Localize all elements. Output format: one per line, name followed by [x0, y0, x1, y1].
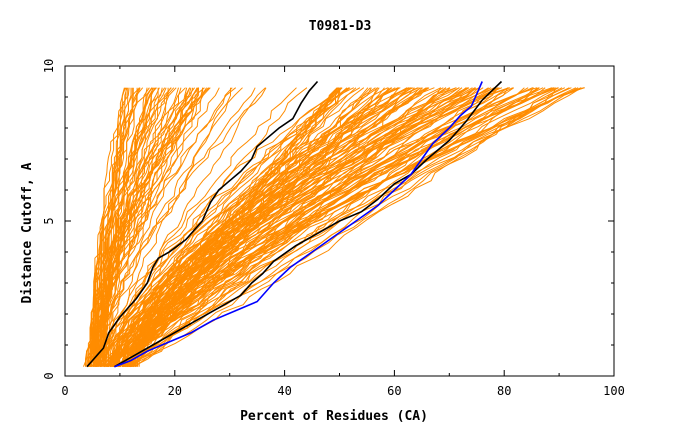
model-curve [113, 87, 566, 368]
x-axis-label: Percent of Residues (CA) [240, 409, 428, 424]
model-curve [96, 87, 256, 367]
y-tick-label: 5 [42, 217, 56, 224]
y-tick-label: 0 [42, 372, 56, 379]
x-tick-label: 100 [603, 384, 625, 398]
highlighted-series-line [114, 81, 483, 368]
model-curve [108, 87, 343, 367]
model-curve [114, 87, 380, 367]
model-curve [97, 87, 267, 367]
y-axis-ticks: 0 5 10 [42, 59, 614, 380]
model-curve [95, 87, 157, 367]
x-tick-label: 0 [61, 384, 68, 398]
background-curves [83, 87, 586, 368]
model-curve [116, 87, 410, 367]
model-curve [113, 87, 389, 367]
model-curve [130, 87, 500, 367]
y-axis-label: Distance Cutoff, A [20, 162, 35, 303]
model-curve [99, 87, 435, 367]
x-tick-label: 20 [168, 384, 182, 398]
model-curve [124, 87, 473, 367]
highlighted-series-line [86, 80, 319, 368]
model-curve [101, 87, 233, 367]
x-tick-label: 40 [277, 384, 291, 398]
y-tick-label: 10 [42, 59, 56, 73]
model-curve [102, 87, 220, 367]
x-axis-ticks: 0 20 40 60 80 100 [61, 66, 625, 398]
model-curve [136, 87, 409, 367]
model-curve [130, 87, 422, 367]
chart-title: T0981-D3 [309, 19, 372, 34]
model-curve [107, 87, 495, 367]
highlighted-curves [86, 80, 503, 368]
model-curve [119, 87, 538, 367]
model-curve [86, 87, 141, 367]
model-curve [111, 87, 534, 368]
model-curve [117, 87, 582, 368]
model-curve [112, 87, 582, 367]
model-curve [87, 87, 172, 367]
model-curve [112, 87, 468, 367]
x-tick-label: 80 [497, 384, 511, 398]
model-curve [91, 87, 199, 367]
model-curve [100, 87, 204, 367]
model-curve [128, 87, 538, 368]
model-curve [89, 87, 175, 367]
model-curve [94, 87, 297, 368]
model-curve [93, 87, 126, 368]
x-tick-label: 60 [387, 384, 401, 398]
model-curve [119, 87, 584, 367]
model-curve [122, 87, 460, 367]
model-curve [87, 87, 166, 367]
model-curve [131, 87, 489, 368]
model-curve [90, 87, 192, 367]
highlighted-series-line [114, 80, 503, 368]
model-curve [103, 87, 447, 368]
